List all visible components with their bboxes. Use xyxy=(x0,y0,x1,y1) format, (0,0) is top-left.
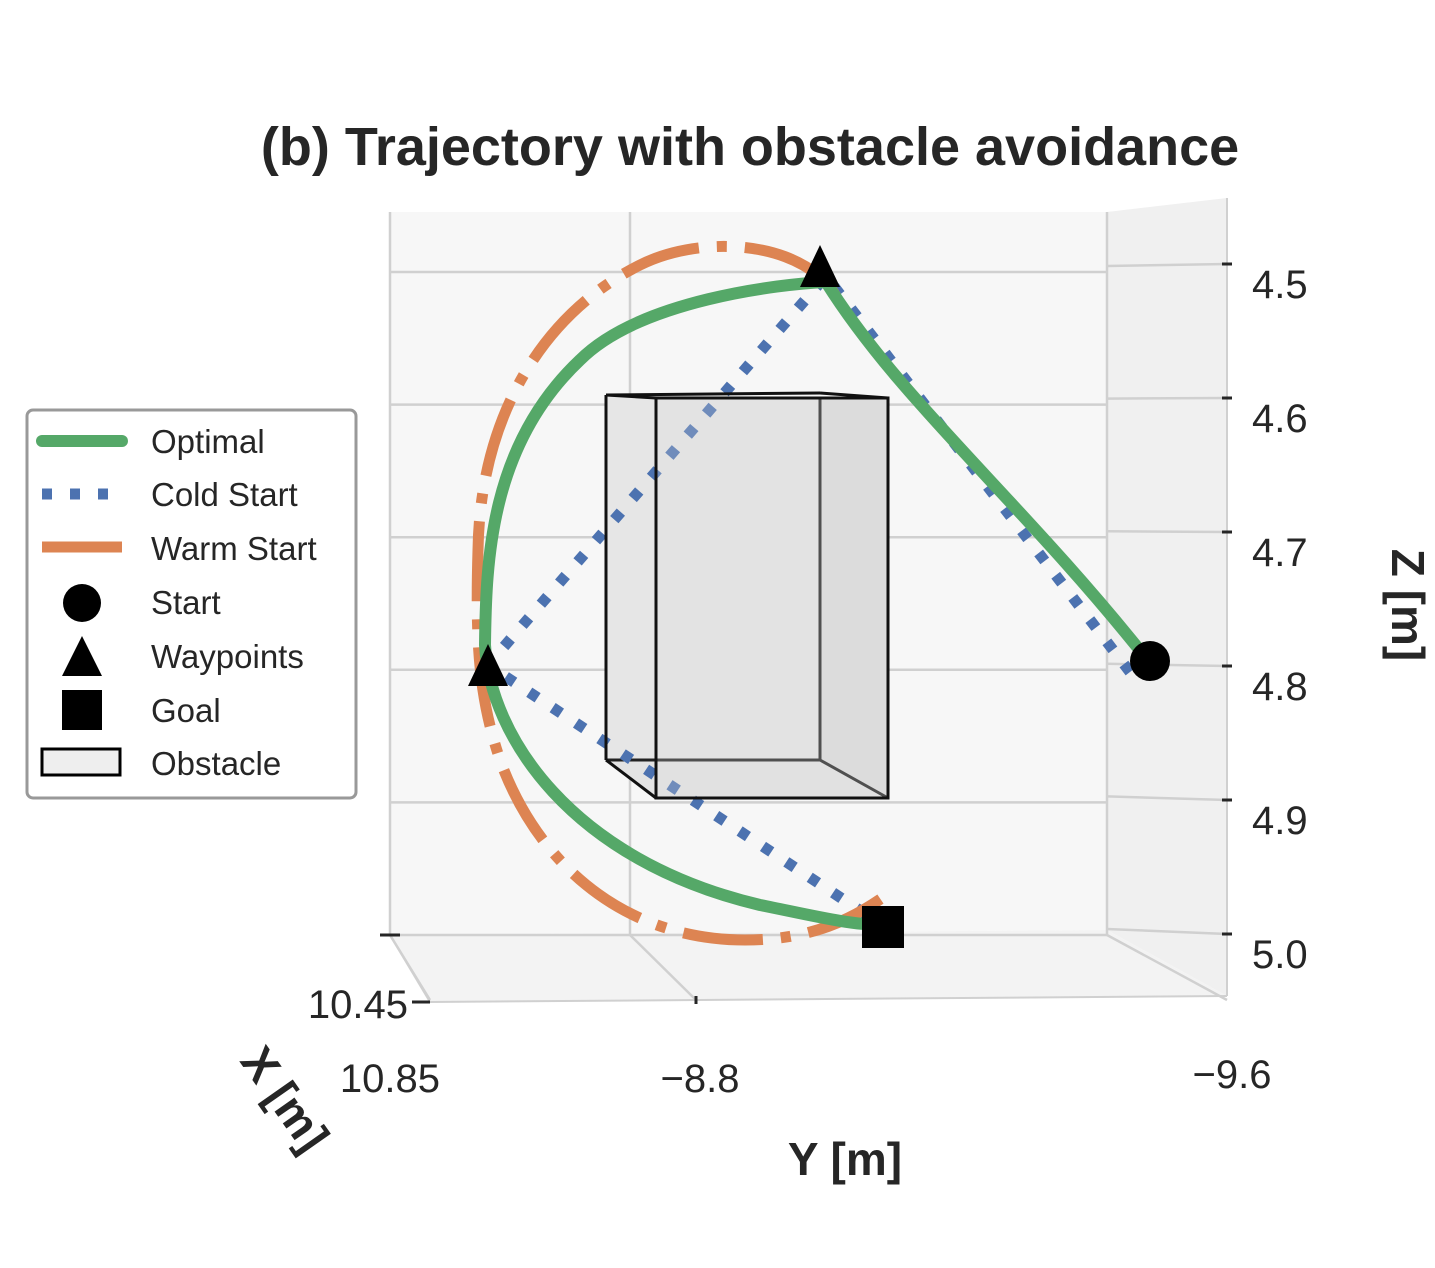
z-tick-label: 4.6 xyxy=(1252,397,1308,441)
z-ticks: 4.5 4.6 4.7 4.8 4.9 5.0 xyxy=(1222,262,1308,977)
y-axis-label: Y [m] xyxy=(788,1133,902,1185)
x-axis-line xyxy=(389,934,431,1003)
obstacle-front xyxy=(604,391,890,800)
legend-label: Goal xyxy=(151,692,221,729)
obstacle-back xyxy=(606,395,889,800)
z-gridline xyxy=(1106,262,1228,268)
legend-label: Cold Start xyxy=(151,476,298,513)
y-tick-label: −8.8 xyxy=(661,1057,740,1101)
z-tick-label: 4.9 xyxy=(1252,799,1308,843)
start-marker xyxy=(1130,641,1170,681)
x-axis-label: X [m] xyxy=(231,1037,340,1161)
z-gridline xyxy=(1106,396,1228,400)
y-tick-label: −9.6 xyxy=(1193,1053,1272,1097)
z-axis-label: Z [m] xyxy=(1382,549,1434,661)
z-tick-label: 4.8 xyxy=(1252,665,1308,709)
z-gridline xyxy=(1106,927,1228,936)
legend-label: Waypoints xyxy=(151,638,304,675)
legend: Optimal Cold Start Warm Start Start Wayp… xyxy=(25,408,358,800)
chart-title: (b) Trajectory with obstacle avoidance xyxy=(261,117,1239,177)
floor-pane xyxy=(390,930,1227,1002)
goal-marker xyxy=(862,906,904,948)
legend-frame xyxy=(25,408,358,800)
z-tick-label: 5.0 xyxy=(1252,933,1308,977)
gridlines xyxy=(388,212,1228,1002)
z-tick-label: 4.5 xyxy=(1252,263,1308,307)
z-gridline xyxy=(1106,529,1228,534)
side-pane xyxy=(1107,198,1227,996)
x-tick-label: 10.45 xyxy=(308,983,408,1027)
legend-label: Obstacle xyxy=(151,745,281,782)
z-gridline xyxy=(1106,795,1228,802)
legend-label: Start xyxy=(151,584,221,621)
y-axis-line xyxy=(429,995,1228,1003)
legend-label: Optimal xyxy=(151,423,265,460)
optimal-line xyxy=(478,275,1151,931)
legend-obstacle-swatch xyxy=(40,747,122,777)
legend-goal-swatch xyxy=(62,690,102,730)
y-gridline xyxy=(629,934,697,1001)
y-gridline xyxy=(1106,933,1228,1002)
waypoint-marker xyxy=(800,245,840,287)
legend-waypoint-swatch xyxy=(62,636,102,676)
legend-label: Warm Start xyxy=(151,530,317,567)
legend-start-swatch xyxy=(63,584,101,622)
waypoint-marker xyxy=(468,644,508,686)
z-tick-label: 4.7 xyxy=(1252,531,1308,575)
x-tick-label: 10.85 xyxy=(340,1057,440,1101)
